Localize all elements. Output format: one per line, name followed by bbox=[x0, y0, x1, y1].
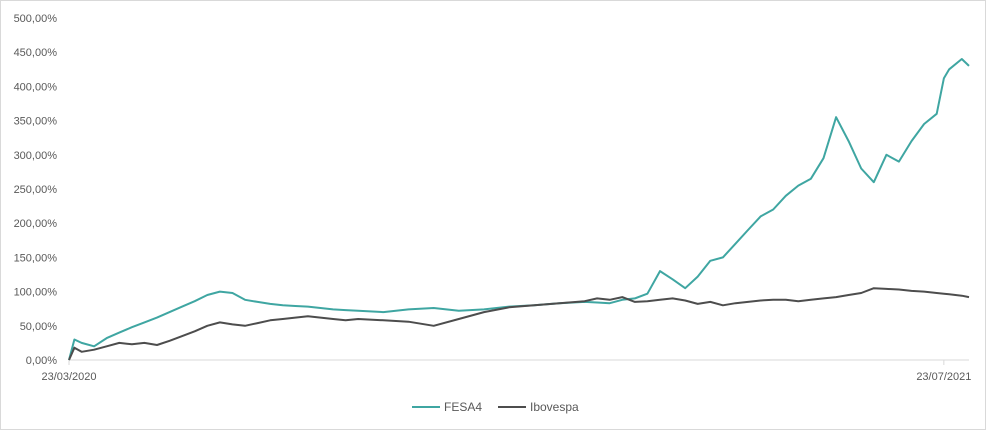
plot-area bbox=[68, 58, 970, 361]
y-axis: 0,00% 50,00% 100,00% 150,00% 200,00% 250,00% 3… bbox=[14, 13, 58, 367]
x-axis: 23/03/2020 23/07/2021 bbox=[41, 359, 971, 383]
y-tick-label: 0,00% bbox=[26, 355, 57, 367]
series-line-ibovespa bbox=[68, 287, 970, 361]
y-tick-label: 450,00% bbox=[14, 47, 58, 59]
y-tick-label: 150,00% bbox=[14, 252, 58, 264]
x-tick-label: 23/07/2021 bbox=[916, 371, 971, 383]
x-tick-label: 23/03/2020 bbox=[41, 371, 96, 383]
y-tick-label: 400,00% bbox=[14, 81, 58, 93]
y-tick-label: 50,00% bbox=[20, 321, 58, 333]
y-tick-label: 500,00% bbox=[14, 13, 58, 25]
y-tick-label: 350,00% bbox=[14, 116, 58, 128]
y-tick-label: 200,00% bbox=[14, 218, 58, 230]
y-tick-label: 100,00% bbox=[14, 287, 58, 299]
legend-label-fesa4: FESA4 bbox=[444, 400, 482, 414]
y-tick-label: 250,00% bbox=[14, 184, 58, 196]
series-line-fesa4 bbox=[68, 58, 970, 361]
y-tick-label: 300,00% bbox=[14, 150, 58, 162]
legend-label-ibovespa: Ibovespa bbox=[530, 400, 579, 414]
legend: FESA4 Ibovespa bbox=[412, 400, 579, 414]
